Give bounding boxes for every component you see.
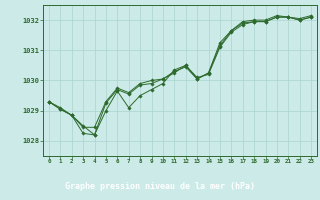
Text: Graphe pression niveau de la mer (hPa): Graphe pression niveau de la mer (hPa)	[65, 182, 255, 191]
